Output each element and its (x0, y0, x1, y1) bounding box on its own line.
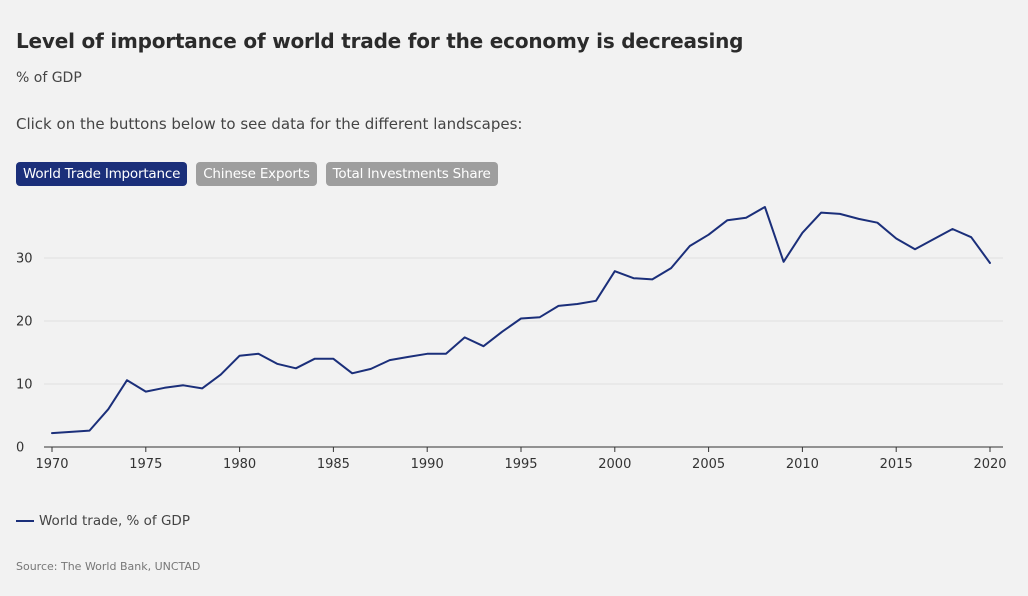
world-trade-importance-button[interactable]: World Trade Importance (16, 162, 188, 186)
x-tick-label: 2000 (598, 457, 631, 472)
y-tick-label: 20 (16, 315, 33, 330)
legend-line-swatch (16, 520, 34, 522)
x-tick-label: 2010 (786, 457, 819, 472)
x-tick-label: 1990 (411, 457, 444, 472)
x-tick-label: 1985 (317, 457, 350, 472)
y-tick-label: 0 (16, 441, 24, 456)
x-tick-label: 1980 (223, 457, 256, 472)
series-line-world-trade (51, 206, 991, 435)
legend: World trade, % of GDP (16, 513, 190, 529)
chinese-exports-button[interactable]: Chinese Exports (196, 162, 317, 186)
legend-label: World trade, % of GDP (39, 513, 190, 529)
chart-subtitle: % of GDP (16, 70, 82, 86)
source-note: Source: The World Bank, UNCTAD (16, 560, 201, 573)
chart-title: Level of importance of world trade for t… (16, 29, 744, 53)
instruction-text: Click on the buttons below to see data f… (16, 115, 523, 133)
series-lines (51, 206, 991, 435)
line-chart: 0 10 20 30 1970 1975 1980 1985 1990 1995 2000 2005… (16, 206, 1007, 472)
y-tick-label: 10 (16, 378, 33, 393)
axes (44, 446, 1003, 452)
grid-lines (44, 257, 1003, 385)
x-tick-label: 2005 (692, 457, 725, 472)
dataset-button-group: World Trade Importance Chinese Exports T… (16, 162, 498, 186)
y-tick-labels: 0 10 20 30 (16, 252, 33, 456)
x-tick-labels: 1970 1975 1980 1985 1990 1995 2000 2005 2010 2015… (35, 457, 1006, 472)
y-tick-label: 30 (16, 252, 33, 267)
x-tick-label: 2015 (880, 457, 913, 472)
x-tick-label: 1975 (129, 457, 162, 472)
x-tick-label: 2020 (973, 457, 1006, 472)
x-tick-label: 1995 (504, 457, 537, 472)
total-investments-share-button[interactable]: Total Investments Share (325, 162, 498, 186)
x-tick-label: 1970 (35, 457, 68, 472)
